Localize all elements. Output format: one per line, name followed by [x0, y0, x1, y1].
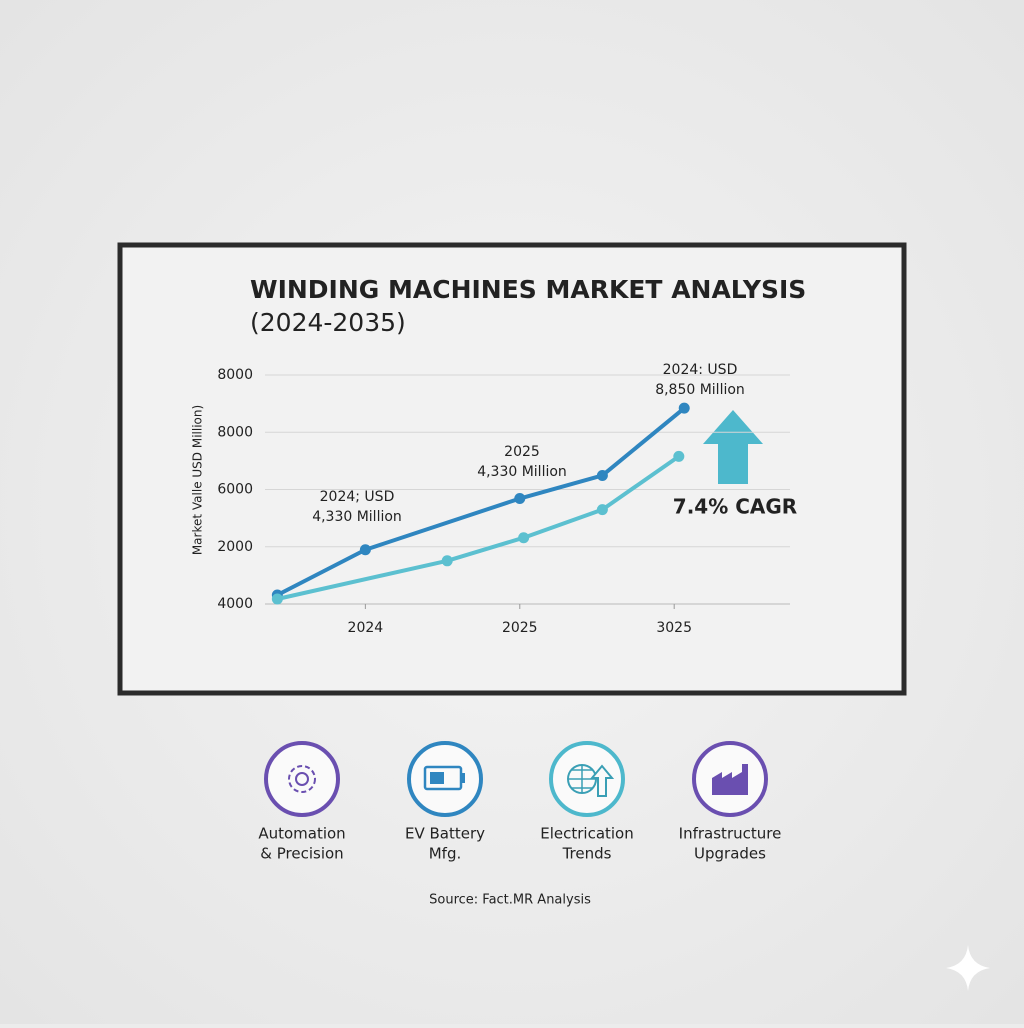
y-tick-label: 8000: [217, 424, 253, 440]
data-point: [518, 532, 530, 544]
chart-title: (2024-2035): [250, 308, 406, 337]
y-axis-label: Market Valle USD Million): [191, 405, 205, 555]
gear-icon: [295, 772, 309, 786]
data-point: [359, 544, 371, 556]
x-tick-label: 3025: [656, 620, 692, 636]
x-tick-label: 2024: [348, 620, 384, 636]
annotation: 4,330 Million: [477, 464, 567, 480]
feature-label: EV Battery: [405, 825, 485, 843]
icon-circle: [407, 741, 483, 817]
growth-arrow: [703, 410, 763, 484]
y-tick-label: 4000: [217, 596, 253, 612]
y-tick-label: 8000: [217, 367, 253, 383]
data-point: [514, 493, 526, 505]
feature-label: Trends: [562, 845, 612, 863]
feature-label: Electrication: [540, 825, 634, 843]
globe-icon: [568, 765, 596, 793]
chart-title: WINDING MACHINES MARKET ANALYSIS: [250, 275, 806, 304]
data-point: [596, 504, 608, 516]
y-tick-label: 6000: [217, 482, 253, 498]
feature-label: Automation: [258, 825, 345, 843]
up-arrow-icon: [589, 764, 615, 797]
factory-icon: [712, 764, 748, 795]
feature-label: Upgrades: [694, 845, 766, 863]
annotation: 2024: USD: [663, 362, 738, 378]
annotation: 4,330 Million: [312, 509, 402, 525]
feature-icons: [264, 741, 768, 817]
battery-icon: [430, 772, 444, 784]
data-point: [678, 402, 690, 414]
feature-label: & Precision: [260, 845, 343, 863]
feature-label: Infrastructure: [679, 825, 782, 843]
x-tick-label: 2025: [502, 620, 538, 636]
sparkle: [946, 945, 990, 991]
annotation: 2025: [504, 444, 540, 460]
data-point: [673, 450, 685, 462]
screen-frame: [117, 242, 907, 696]
gear-icon: [288, 765, 316, 793]
icon-circle: [264, 741, 340, 817]
annotation: 2024; USD: [320, 489, 395, 505]
cagr-label: 7.4% CAGR: [673, 495, 797, 519]
data-point: [596, 469, 608, 481]
source: Source: Fact.MR Analysis: [429, 893, 591, 908]
battery-icon: [461, 773, 465, 783]
data-point: [271, 593, 283, 605]
y-tick-label: 2000: [217, 539, 253, 555]
annotation: 8,850 Million: [655, 382, 745, 398]
data-point: [441, 555, 453, 567]
feature-label: Mfg.: [429, 845, 462, 863]
